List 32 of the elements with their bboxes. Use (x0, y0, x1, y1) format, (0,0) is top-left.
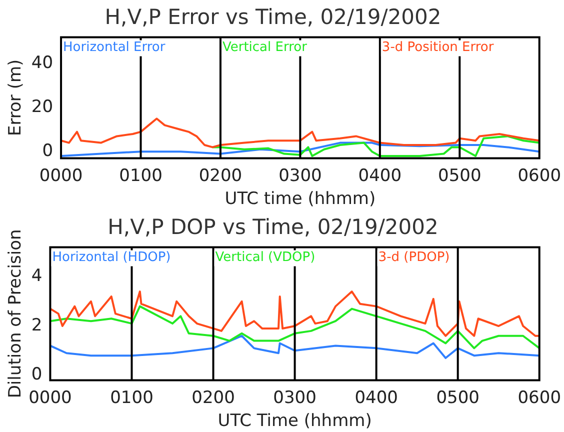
x-tick-label: 0400 (358, 166, 402, 186)
text: 3-d Position Error (382, 40, 494, 56)
x-tick-label: 0200 (192, 388, 235, 408)
x-tick-label: 0500 (438, 166, 482, 186)
y-tick-label: 20 (31, 97, 54, 118)
y-axis-title: Error (m) (6, 59, 26, 136)
x-tick-label: 0500 (436, 388, 480, 408)
x-tick-label: 0300 (273, 388, 316, 408)
x-tick-label: 0300 (278, 166, 322, 186)
text: Horizontal Error (63, 40, 166, 56)
text: 3-d (PDOP) (378, 250, 450, 266)
y-tick-label: 40 (31, 53, 54, 74)
x-tick-label: 0000 (39, 166, 83, 186)
y-tick-label: 0 (42, 141, 54, 162)
x-tick-label: 0100 (110, 388, 154, 408)
text: Vertical Error (222, 40, 308, 56)
chart-title: H,V,P DOP vs Time, 02/19/2002 (108, 215, 438, 240)
chart-title: H,V,P Error vs Time, 02/19/2002 (104, 5, 442, 30)
x-tick-label: 0400 (354, 388, 398, 408)
text: Horizontal (HDOP) (52, 250, 171, 266)
y-tick-label: 0 (31, 364, 42, 385)
y-tick-label: 2 (31, 315, 42, 336)
y-tick-label: 4 (31, 266, 42, 286)
x-tick-label: 0100 (119, 166, 162, 186)
x-tick-label: 0600 (518, 388, 561, 408)
x-axis-title: UTC Time (hhmm) (218, 411, 372, 432)
x-tick-label: 0000 (28, 388, 72, 408)
x-axis-title: UTC time (hhmm) (224, 189, 376, 210)
x-tick-label: 0200 (198, 166, 242, 186)
y-axis-title: Dilution of Precision (6, 229, 26, 398)
text: Vertical (VDOP) (215, 250, 316, 266)
x-tick-label: 0600 (518, 166, 561, 186)
